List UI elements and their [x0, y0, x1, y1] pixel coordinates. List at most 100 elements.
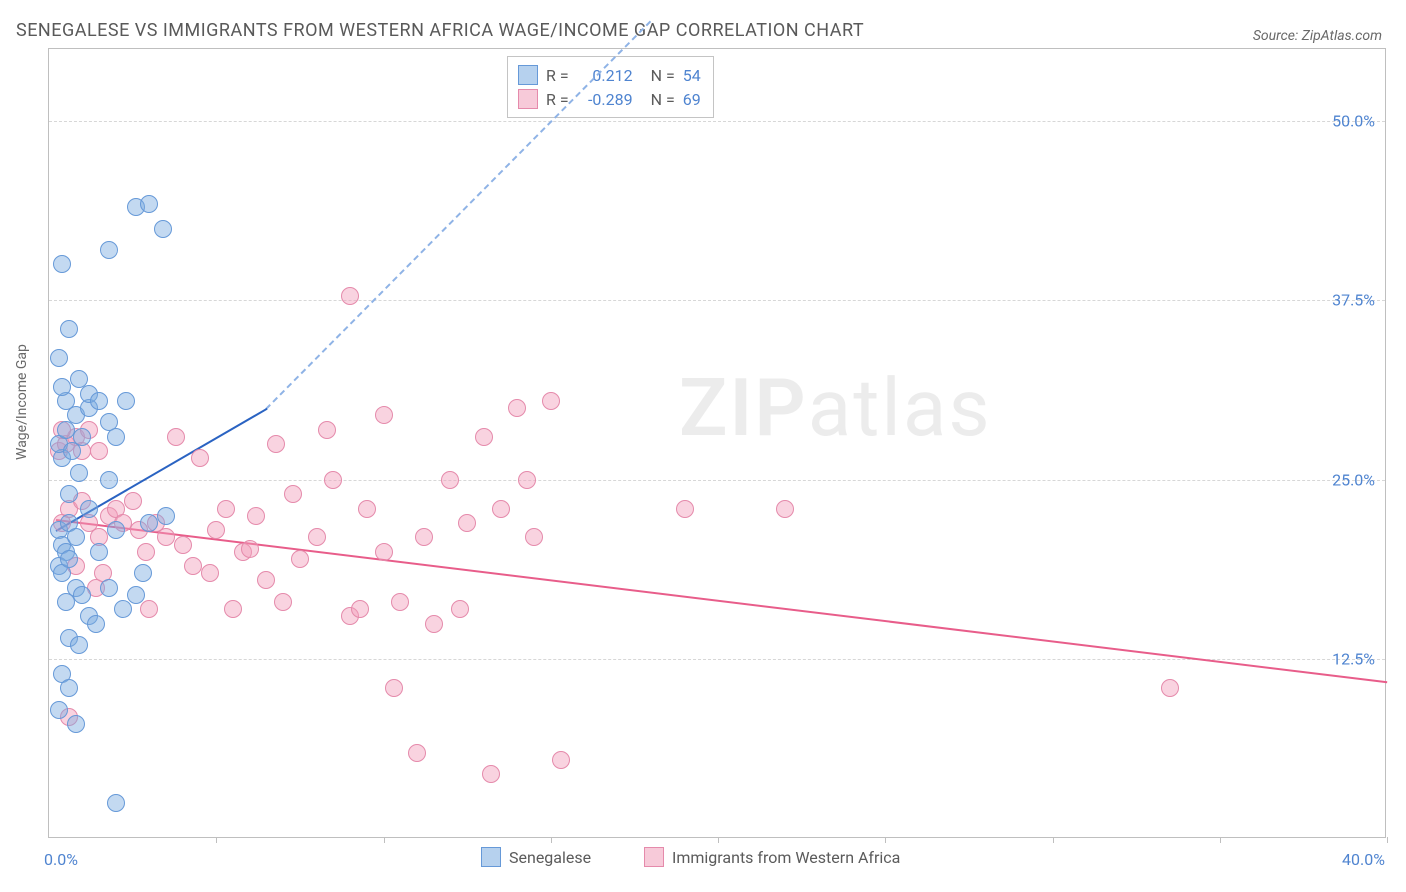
scatter-point: [291, 550, 309, 568]
scatter-point: [375, 406, 393, 424]
source-value: ZipAtlas.com: [1302, 28, 1382, 44]
scatter-point: [508, 399, 526, 417]
scatter-point: [1161, 679, 1179, 697]
x-tick: [551, 837, 552, 843]
y-tick-label: 25.0%: [1332, 470, 1375, 489]
n-label-a: N =: [651, 66, 675, 85]
scatter-point: [90, 442, 108, 460]
scatter-point: [184, 557, 202, 575]
scatter-point: [224, 600, 242, 618]
scatter-point: [341, 287, 359, 305]
scatter-point: [100, 471, 118, 489]
scatter-point: [525, 528, 543, 546]
scatter-point: [117, 392, 135, 410]
scatter-point: [257, 571, 275, 589]
watermark-bold: ZIP: [679, 361, 808, 455]
y-tick-label: 37.5%: [1332, 291, 1375, 310]
scatter-point: [241, 540, 259, 558]
scatter-point: [247, 507, 265, 525]
swatch-a-icon: [518, 65, 538, 85]
swatch-b-icon: [518, 89, 538, 109]
x-axis-min-label: 0.0%: [44, 850, 78, 869]
y-tick-label: 50.0%: [1332, 111, 1375, 130]
scatter-point: [114, 600, 132, 618]
scatter-point: [140, 514, 158, 532]
scatter-point: [174, 536, 192, 554]
scatter-point: [157, 528, 175, 546]
stats-row-b: R = -0.289 N = 69: [518, 87, 701, 111]
scatter-point: [53, 378, 71, 396]
scatter-point: [318, 421, 336, 439]
scatter-point: [542, 392, 560, 410]
legend-label-a: Senegalese: [509, 848, 591, 867]
scatter-point: [676, 500, 694, 518]
scatter-point: [90, 543, 108, 561]
x-tick: [1220, 837, 1221, 843]
scatter-point: [552, 751, 570, 769]
scatter-point: [140, 195, 158, 213]
scatter-point: [274, 593, 292, 611]
y-tick-label: 12.5%: [1332, 650, 1375, 669]
scatter-point: [67, 715, 85, 733]
scatter-point: [60, 679, 78, 697]
scatter-point: [475, 428, 493, 446]
scatter-point: [140, 600, 158, 618]
scatter-point: [50, 701, 68, 719]
gridline: [49, 480, 1385, 481]
legend-swatch-b-icon: [644, 847, 664, 867]
source-prefix: Source:: [1253, 28, 1302, 44]
scatter-point: [482, 765, 500, 783]
scatter-point: [518, 471, 536, 489]
scatter-point: [267, 435, 285, 453]
n-label-b: N =: [651, 90, 675, 109]
scatter-point: [425, 615, 443, 633]
scatter-point: [157, 507, 175, 525]
y-axis-label: Wage/Income Gap: [14, 344, 30, 460]
watermark: ZIPatlas: [679, 361, 992, 455]
scatter-point: [90, 392, 108, 410]
legend-swatch-a-icon: [481, 847, 501, 867]
scatter-point: [375, 543, 393, 561]
watermark-light: atlas: [808, 361, 992, 455]
scatter-point: [207, 521, 225, 539]
x-tick: [216, 837, 217, 843]
scatter-point: [167, 428, 185, 446]
scatter-point: [391, 593, 409, 611]
scatter-point: [100, 579, 118, 597]
scatter-point: [100, 241, 118, 259]
scatter-point: [73, 428, 91, 446]
scatter-point: [284, 485, 302, 503]
scatter-point: [217, 500, 235, 518]
x-tick: [885, 837, 886, 843]
scatter-plot: ZIPatlas R = 0.212 N = 54 R = -0.289 N =…: [48, 48, 1386, 838]
scatter-point: [137, 543, 155, 561]
scatter-point: [124, 492, 142, 510]
gridline: [49, 300, 1385, 301]
scatter-point: [67, 528, 85, 546]
scatter-point: [70, 636, 88, 654]
scatter-point: [441, 471, 459, 489]
legend-label-b: Immigrants from Western Africa: [672, 848, 900, 867]
scatter-point: [492, 500, 510, 518]
source-label: Source: ZipAtlas.com: [1253, 28, 1382, 44]
n-value-a: 54: [683, 66, 701, 85]
scatter-point: [57, 593, 75, 611]
scatter-point: [308, 528, 326, 546]
scatter-point: [358, 500, 376, 518]
scatter-point: [385, 679, 403, 697]
r-label-a: R =: [546, 66, 569, 85]
scatter-point: [154, 220, 172, 238]
scatter-point: [201, 564, 219, 582]
scatter-point: [60, 320, 78, 338]
scatter-point: [107, 428, 125, 446]
chart-title: SENEGALESE VS IMMIGRANTS FROM WESTERN AF…: [16, 20, 864, 41]
gridline: [49, 121, 1385, 122]
x-axis-max-label: 40.0%: [1342, 850, 1385, 869]
scatter-point: [107, 521, 125, 539]
gridline: [49, 659, 1385, 660]
stats-row-a: R = 0.212 N = 54: [518, 63, 701, 87]
x-tick: [1053, 837, 1054, 843]
scatter-point: [60, 550, 78, 568]
scatter-point: [70, 464, 88, 482]
scatter-point: [107, 794, 125, 812]
